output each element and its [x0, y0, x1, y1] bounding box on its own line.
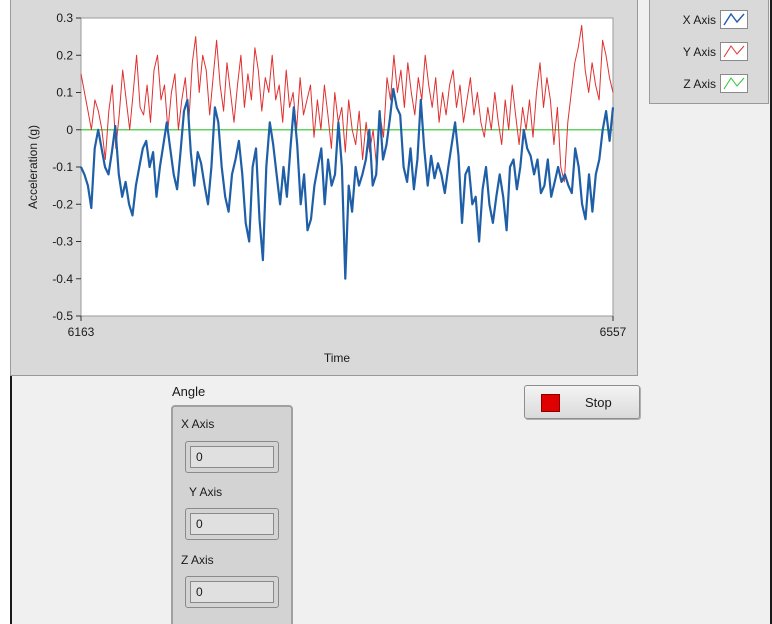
- x-axis: 6163 6557: [68, 316, 627, 339]
- angle-z-value: 0: [190, 581, 274, 603]
- series-line-y-axis: [80, 24, 614, 183]
- y-tick-label: -0.4: [52, 272, 73, 286]
- y-tick-label: -0.1: [52, 160, 73, 174]
- red-square-icon: [541, 394, 560, 412]
- angle-cluster: X Axis 0 Y Axis 0 Z Axis 0: [171, 405, 293, 624]
- angle-z-label: Z Axis: [181, 553, 214, 567]
- plot-area[interactable]: [80, 17, 614, 317]
- y-tick-label: 0.3: [56, 11, 73, 25]
- legend-swatch-z-axis[interactable]: [720, 74, 748, 93]
- angle-x-indicator: 0: [185, 441, 279, 473]
- y-tick-label: 0: [66, 123, 73, 137]
- y-tick-label: -0.5: [52, 309, 73, 323]
- legend-swatch-x-axis[interactable]: [720, 10, 748, 29]
- angle-x-value: 0: [190, 446, 274, 468]
- y-tick-label: -0.2: [52, 197, 73, 211]
- stop-button-label: Stop: [585, 395, 612, 410]
- legend-item-x-axis[interactable]: X Axis: [650, 10, 768, 30]
- angle-x-label: X Axis: [181, 417, 215, 431]
- series-lines: [80, 24, 615, 280]
- legend-label-y-axis: Y Axis: [682, 45, 716, 59]
- legend-glyph-z-axis: [723, 77, 745, 90]
- x-tick-label: 6163: [68, 325, 95, 339]
- x-axis-title: Time: [324, 351, 351, 365]
- legend-item-z-axis[interactable]: Z Axis: [650, 74, 768, 94]
- x-tick-label: 6557: [600, 325, 627, 339]
- legend-item-y-axis[interactable]: Y Axis: [650, 42, 768, 62]
- y-axis: 0.3 0.2 0.1 0 -0.1 -0.2 -0.3 -0.4 -0.5: [52, 11, 81, 323]
- angle-y-value: 0: [190, 513, 274, 535]
- y-tick-label: 0.1: [56, 86, 73, 100]
- y-tick-label: -0.3: [52, 235, 73, 249]
- waveform-chart-panel: 0.3 0.2 0.1 0 -0.1 -0.2 -0.3 -0.4 -0.5 6163 6557 …: [10, 0, 638, 376]
- stop-button[interactable]: Stop: [524, 385, 640, 419]
- waveform-chart: 0.30.20.10-0.1-0.2-0.3-0.4-0.5 6163 6557 …: [26, 11, 627, 365]
- angle-y-indicator: 0: [185, 508, 279, 540]
- line-glyph-icon: [723, 45, 745, 58]
- legend-label-z-axis: Z Axis: [683, 77, 716, 91]
- angle-y-label: Y Axis: [189, 485, 223, 499]
- legend-glyph-x-axis: [723, 12, 745, 26]
- y-tick-label: 0.2: [56, 48, 73, 62]
- angle-z-indicator: 0: [185, 576, 279, 608]
- line-glyph-icon: [723, 77, 745, 90]
- angle-cluster-label: Angle: [172, 384, 206, 399]
- legend-swatch-y-axis[interactable]: [720, 42, 748, 61]
- y-axis-title: Acceleration (g): [26, 125, 40, 209]
- legend-glyph-y-axis: [723, 45, 745, 58]
- series-line-x-axis: [80, 87, 615, 280]
- plot-legend: X Axis Y Axis Z Axis: [649, 0, 769, 104]
- line-glyph-icon: [723, 12, 745, 26]
- legend-label-x-axis: X Axis: [682, 13, 716, 27]
